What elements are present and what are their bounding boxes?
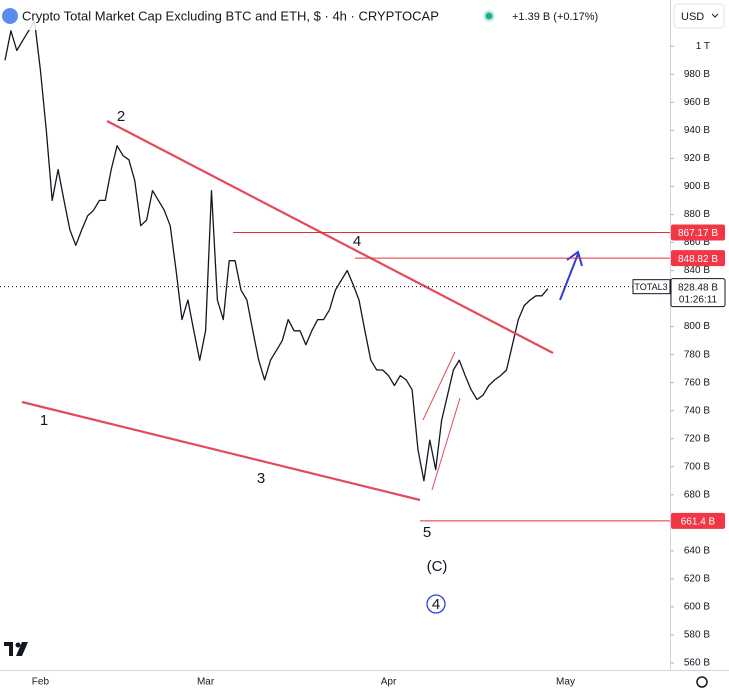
y-tick-label: 760 B bbox=[684, 377, 710, 388]
wave-circle bbox=[426, 594, 446, 614]
wave-label: 4 bbox=[432, 596, 440, 613]
wedge-lines bbox=[21, 120, 554, 502]
x-tick-label: Mar bbox=[197, 677, 215, 688]
currency-label: USD bbox=[681, 11, 704, 23]
y-tick-label: 700 B bbox=[684, 461, 710, 472]
x-tick-label: Feb bbox=[32, 677, 50, 688]
y-tick-label: 880 B bbox=[684, 209, 710, 220]
y-tick-label: 800 B bbox=[684, 321, 710, 332]
y-tick-label: 580 B bbox=[684, 630, 710, 641]
level-label: 661.4 B bbox=[681, 517, 716, 528]
y-tick-label: 840 B bbox=[684, 265, 710, 276]
y-tick-label: 980 B bbox=[684, 69, 710, 80]
lower-trendline bbox=[21, 400, 421, 502]
y-tick-label: 560 B bbox=[684, 658, 710, 669]
wave-label: 4 bbox=[353, 233, 361, 250]
countdown: 01:26:11 bbox=[679, 294, 718, 305]
wave-label: 5 bbox=[423, 524, 431, 541]
y-tick-label: 600 B bbox=[684, 602, 710, 613]
y-tick-label: 620 B bbox=[684, 574, 710, 585]
level-badge bbox=[671, 250, 725, 267]
y-tick-label: 720 B bbox=[684, 433, 710, 444]
wave-label: (C) bbox=[427, 558, 448, 575]
channel-line bbox=[422, 351, 456, 421]
symbol-logo[interactable] bbox=[2, 8, 18, 24]
price-change: +1.39 B (+0.17%) bbox=[512, 11, 598, 23]
level-badge bbox=[671, 224, 725, 241]
channel-line bbox=[431, 397, 461, 491]
logo-part bbox=[15, 642, 21, 648]
wave-label: 2 bbox=[117, 108, 125, 125]
currency-caret bbox=[711, 13, 719, 18]
series-name-badge bbox=[632, 279, 671, 295]
y-tick-label: 920 B bbox=[684, 153, 710, 164]
last-price-badge bbox=[670, 278, 726, 308]
y-tick-label: 940 B bbox=[684, 125, 710, 136]
y-tick-label: 680 B bbox=[684, 489, 710, 500]
header-backdrop bbox=[0, 2, 610, 30]
level-badge bbox=[671, 512, 725, 529]
settings-button[interactable] bbox=[696, 676, 708, 688]
y-tick-label: 740 B bbox=[684, 405, 710, 416]
y-tick-label: 900 B bbox=[684, 181, 710, 192]
logo-part bbox=[16, 642, 28, 656]
logo-part bbox=[9, 642, 13, 656]
series-name: TOTAL3 bbox=[634, 282, 667, 292]
x-tick-label: May bbox=[556, 677, 575, 688]
logo-part bbox=[4, 642, 13, 646]
last-price-label: 828.48 B bbox=[678, 282, 718, 293]
upper-trendline bbox=[106, 120, 554, 354]
currency-button[interactable] bbox=[673, 3, 725, 29]
level-label: 867.17 B bbox=[678, 228, 718, 239]
tv-logo bbox=[4, 642, 28, 656]
level-label: 848.82 B bbox=[678, 254, 718, 265]
arrow-shaft bbox=[559, 253, 579, 301]
wave-label: 1 bbox=[40, 412, 48, 429]
wave-label: 3 bbox=[257, 470, 265, 487]
price-line bbox=[4, 20, 549, 482]
channel-lines bbox=[422, 351, 461, 491]
y-tick-label: 1 T bbox=[696, 41, 710, 52]
x-tick-label: Apr bbox=[381, 677, 397, 688]
y-tick-label: 960 B bbox=[684, 97, 710, 108]
y-tick-label: 780 B bbox=[684, 349, 710, 360]
arrow-head bbox=[566, 250, 583, 267]
forecast-arrow bbox=[559, 250, 583, 301]
status-dot bbox=[485, 12, 493, 20]
chart-title: Crypto Total Market Cap Excluding BTC an… bbox=[22, 8, 439, 23]
y-tick-label: 640 B bbox=[684, 545, 710, 556]
y-tick-label: 860 B bbox=[684, 237, 710, 248]
